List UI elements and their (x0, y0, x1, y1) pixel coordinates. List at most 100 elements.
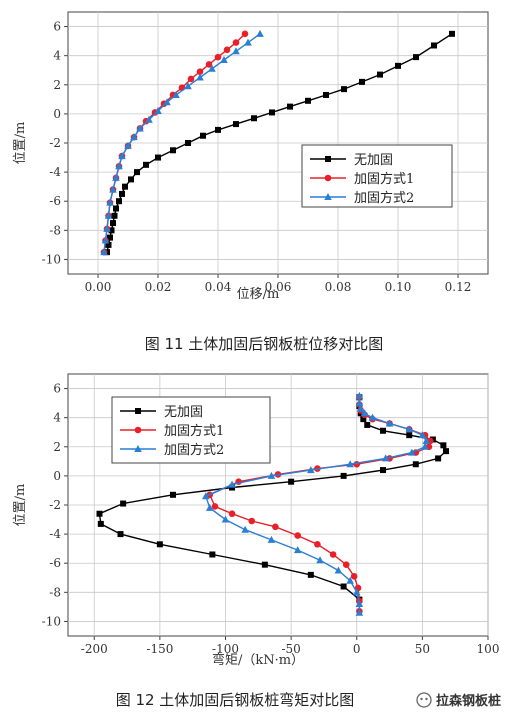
data-point (232, 47, 240, 55)
data-point (228, 510, 236, 518)
data-point (350, 573, 358, 580)
data-point (413, 54, 419, 61)
data-point (156, 541, 163, 548)
data-point (104, 211, 113, 219)
data-point (418, 431, 427, 439)
data-point (134, 169, 140, 176)
series-line-3 (204, 395, 428, 613)
data-point (220, 56, 228, 64)
data-point (120, 500, 127, 507)
y-tick-label: 0 (53, 469, 61, 483)
data-point (110, 220, 116, 227)
wechat-icon-dot (425, 697, 428, 701)
y-tick-label: -6 (49, 194, 61, 208)
data-point (205, 503, 214, 511)
data-point (267, 471, 276, 479)
data-point (323, 91, 329, 98)
watermark-text: 拉森钢板桩 (436, 693, 501, 709)
data-point (155, 154, 161, 161)
y-tick-label: 2 (53, 440, 61, 454)
data-point (215, 126, 221, 133)
data-point (307, 571, 314, 578)
legend-label: 无加固 (354, 153, 393, 168)
legend-label: 加固方式1 (164, 423, 224, 439)
y-tick-label: -2 (49, 136, 61, 150)
data-point (377, 71, 383, 78)
data-point (116, 198, 122, 205)
data-point (408, 448, 416, 456)
wechat-icon-dot (420, 697, 423, 701)
data-point (329, 551, 337, 558)
data-point (163, 98, 171, 106)
legend-label: 无加固 (164, 405, 203, 420)
data-point (443, 448, 449, 455)
y-tick-label: 6 (53, 382, 61, 396)
data-point (355, 391, 364, 399)
x-axis-label: 位移/m (237, 287, 280, 302)
data-point (346, 576, 354, 584)
data-point (355, 608, 364, 616)
data-point (435, 455, 442, 462)
data-point (405, 425, 414, 433)
data-point (118, 152, 126, 160)
data-point (272, 523, 279, 531)
legend-label: 加固方式2 (354, 190, 414, 206)
data-point (205, 61, 213, 68)
x-tick-label: 0.00 (85, 280, 112, 294)
y-tick-label: -4 (49, 165, 61, 179)
figure-11-caption: 图 11 土体加固后钢板桩位移对比图 (145, 335, 384, 353)
data-point (406, 432, 413, 439)
data-point (109, 185, 117, 193)
data-point (355, 599, 364, 607)
legend-marker (324, 174, 332, 182)
y-tick-label: -2 (49, 498, 61, 512)
legend-marker (134, 426, 142, 434)
data-point (385, 419, 394, 427)
data-point (352, 588, 361, 596)
data-point (340, 583, 347, 590)
data-point (124, 141, 132, 149)
data-point (267, 535, 276, 543)
data-point (154, 106, 162, 114)
figure-12-caption: 图 12 土体加固后钢板桩弯矩对比图 (116, 691, 355, 709)
data-point (314, 541, 321, 548)
x-tick-label: -200 (81, 642, 108, 656)
x-tick-label: 0.02 (145, 280, 172, 294)
y-axis-label: 位置/m (13, 484, 28, 527)
data-point (440, 442, 447, 449)
data-point (356, 404, 365, 412)
y-axis-label: 位置/m (13, 122, 28, 165)
x-tick-label: 0 (353, 642, 361, 656)
x-tick-label: -100 (212, 642, 239, 656)
y-tick-label: -8 (49, 223, 61, 237)
data-point (241, 525, 249, 533)
data-point (346, 460, 354, 468)
data-point (360, 416, 367, 423)
x-tick-label: 100 (477, 642, 500, 656)
data-point (256, 29, 264, 37)
data-point (185, 140, 191, 146)
data-point (334, 566, 343, 574)
x-tick-label: 50 (415, 642, 430, 656)
x-tick-label: -150 (146, 642, 173, 656)
y-tick-label: 2 (53, 78, 61, 92)
data-point (100, 248, 108, 256)
data-point (97, 520, 104, 527)
data-point (364, 421, 371, 428)
data-point (170, 491, 176, 498)
y-tick-label: -10 (42, 614, 61, 628)
data-point (353, 460, 361, 468)
data-point (368, 413, 377, 421)
x-tick-label: 0.10 (385, 280, 412, 294)
data-point (395, 62, 401, 69)
data-point (143, 161, 149, 168)
data-point (293, 546, 302, 554)
data-point (360, 409, 369, 417)
x-tick-label: 0.04 (205, 280, 232, 294)
data-point (112, 173, 120, 181)
data-point (412, 461, 419, 468)
wechat-icon (416, 692, 432, 708)
x-tick-label: 0.06 (265, 280, 292, 294)
data-point (122, 183, 128, 190)
